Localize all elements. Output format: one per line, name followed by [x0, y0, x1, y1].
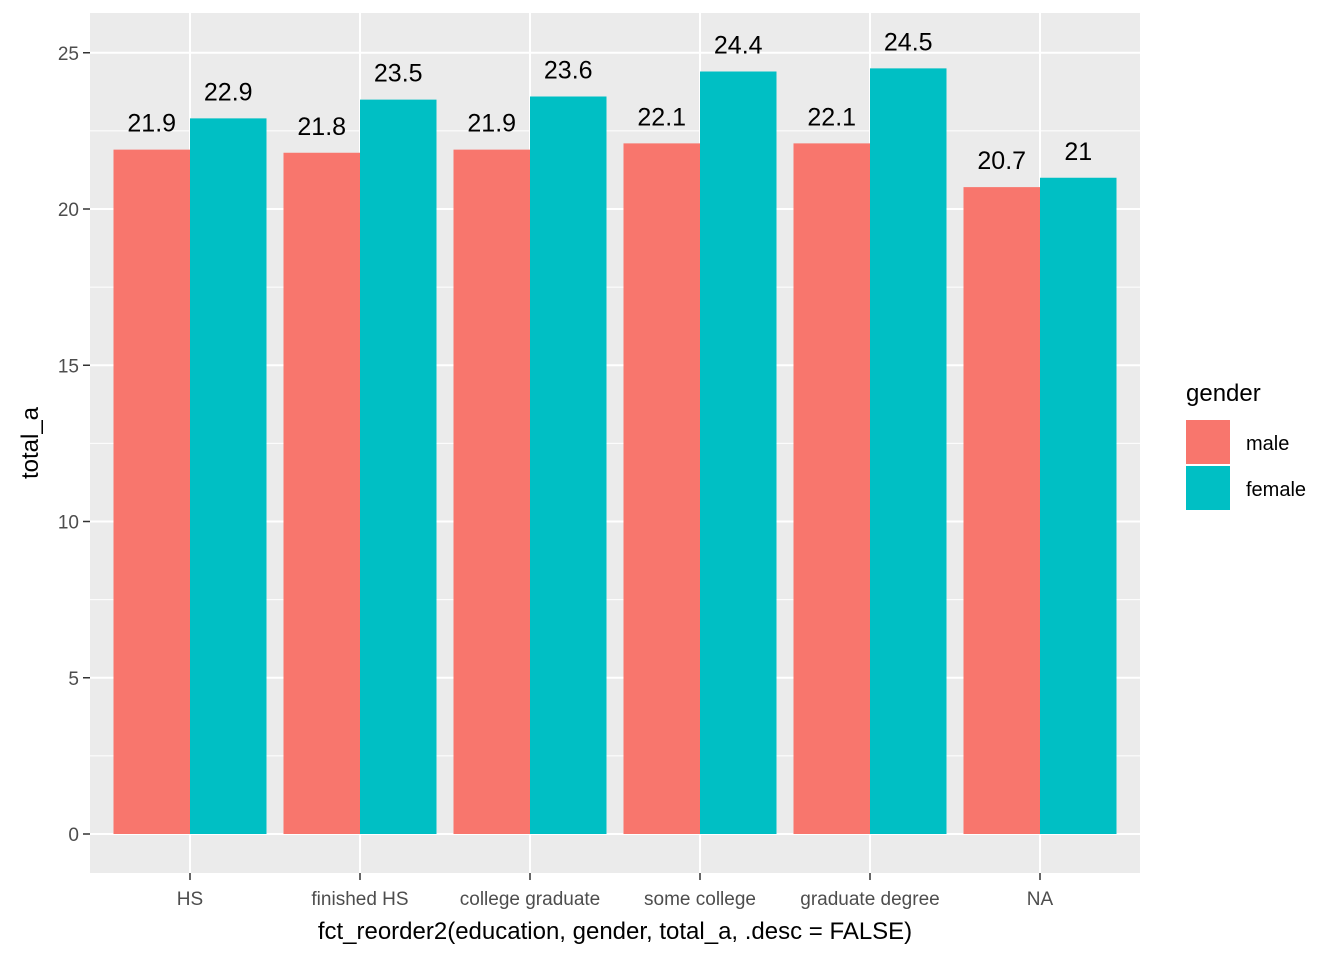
- bar-female: [700, 71, 777, 834]
- data-labels-layer: 21.9 21.8 21.9 22.1 22.1 20.7 22.9 23.5 23.6 24.4…: [127, 28, 1092, 175]
- legend-key-male: [1186, 420, 1230, 464]
- data-label-female: 23.5: [374, 60, 423, 88]
- bar-male: [283, 152, 360, 834]
- data-label-male: 22.1: [807, 103, 856, 131]
- bar-male: [623, 143, 700, 834]
- bar-male: [453, 149, 530, 834]
- data-label-male: 21.8: [297, 113, 346, 141]
- bar-female: [530, 96, 607, 834]
- data-label-female: 24.5: [884, 28, 933, 56]
- x-tick-label: HS: [177, 889, 203, 910]
- y-axis: 0 5 10 15 20 25: [58, 44, 90, 846]
- bar-male: [113, 149, 190, 834]
- y-tick-label: 10: [58, 513, 79, 534]
- y-axis-title: total_a: [17, 406, 44, 479]
- x-axis: HS finished HS college graduate some colleg…: [177, 873, 1054, 910]
- y-tick-label: 0: [68, 825, 79, 846]
- bar-male: [963, 187, 1040, 834]
- x-tick-label: graduate degree: [800, 889, 939, 910]
- bars-layer: [113, 68, 1117, 834]
- legend-label-male: male: [1246, 433, 1289, 455]
- legend-label-female: female: [1246, 479, 1306, 501]
- data-label-male: 21.9: [467, 110, 516, 138]
- bar-female: [360, 99, 437, 834]
- legend-items: male female: [1186, 420, 1306, 510]
- x-tick-label: NA: [1027, 889, 1054, 910]
- bar-female: [190, 118, 267, 834]
- data-label-female: 23.6: [544, 57, 593, 85]
- y-tick-label: 15: [58, 356, 79, 377]
- bar-female: [1040, 177, 1117, 834]
- data-label-male: 21.9: [127, 110, 176, 138]
- legend-title: gender: [1186, 380, 1261, 407]
- y-tick-label: 20: [58, 200, 79, 221]
- data-label-female: 24.4: [714, 32, 763, 60]
- y-tick-label: 25: [58, 44, 79, 65]
- bar-female: [870, 68, 947, 834]
- x-tick-label: finished HS: [311, 889, 408, 910]
- x-tick-label: college graduate: [460, 889, 601, 910]
- data-label-female: 21: [1064, 138, 1092, 166]
- data-label-female: 22.9: [204, 78, 253, 106]
- data-label-male: 22.1: [637, 103, 686, 131]
- y-tick-label: 5: [68, 669, 79, 690]
- data-label-male: 20.7: [977, 147, 1026, 175]
- legend-key-female: [1186, 466, 1230, 510]
- bar-male: [793, 143, 870, 834]
- legend: gender male female: [1186, 380, 1306, 510]
- x-tick-label: some college: [644, 889, 756, 910]
- x-axis-title: fct_reorder2(education, gender, total_a,…: [318, 918, 912, 945]
